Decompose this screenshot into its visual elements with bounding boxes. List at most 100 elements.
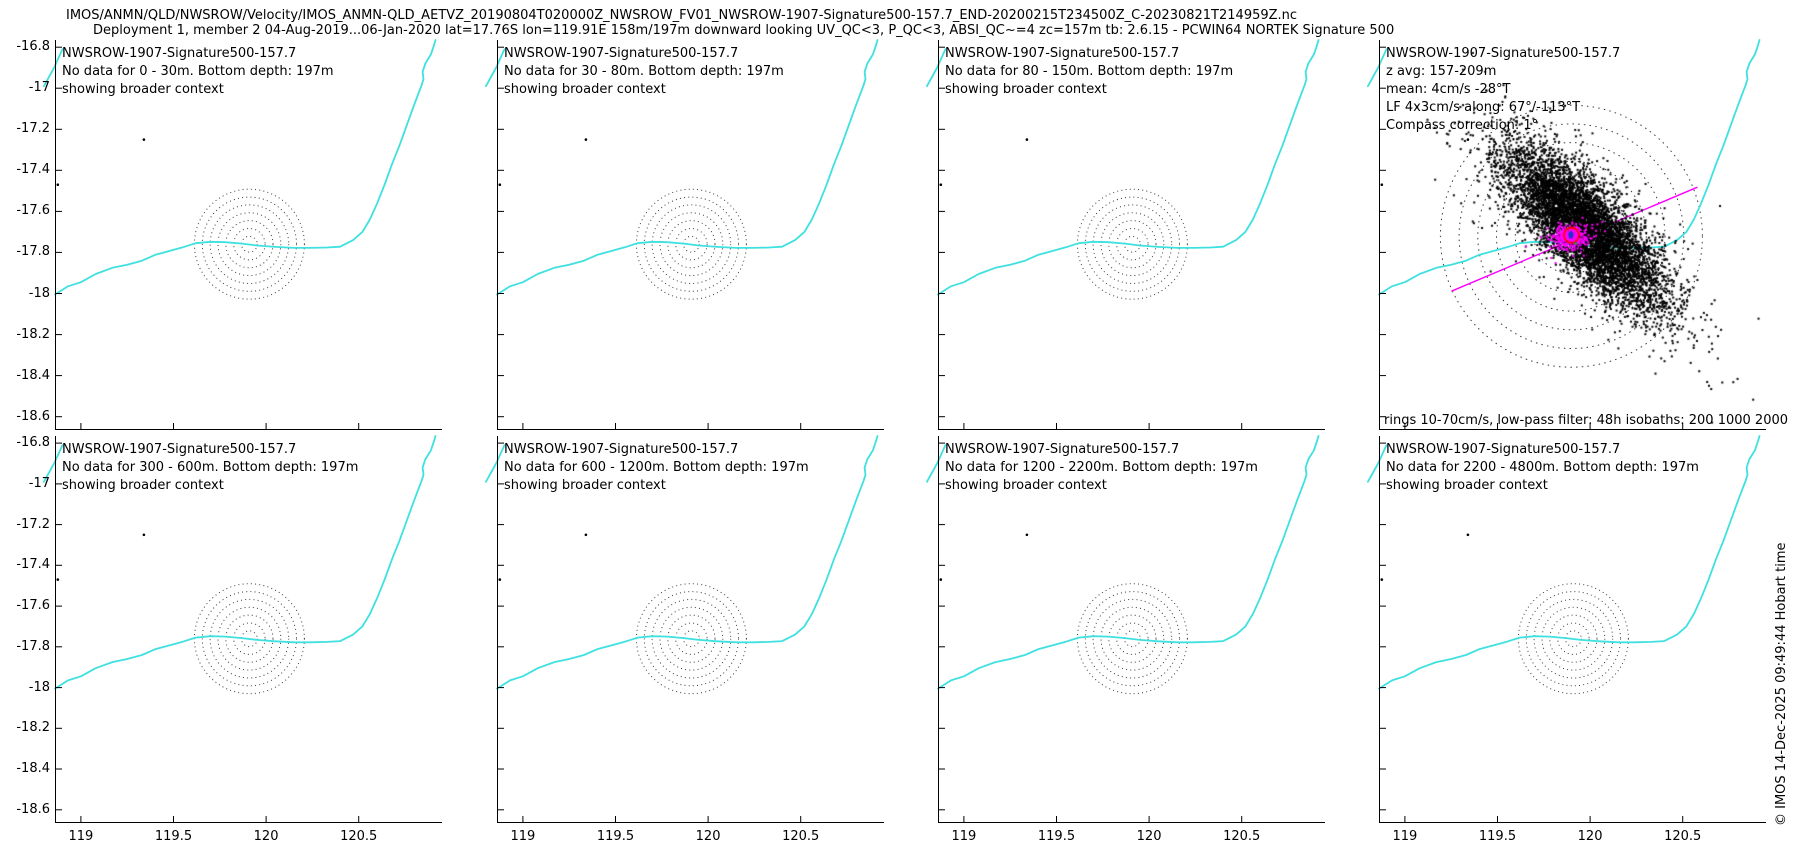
coastline	[937, 435, 1320, 690]
y-tick-label: -17.4	[16, 557, 50, 573]
velocity-ring	[1100, 212, 1165, 277]
x-tick-label: 120.5	[1223, 829, 1261, 844]
velocity-ring	[1084, 591, 1180, 687]
coastline	[1378, 435, 1761, 690]
isobath-dot	[1466, 533, 1470, 537]
y-tick-label: -18.2	[16, 326, 50, 342]
panel-note: showing broader context	[62, 478, 224, 493]
velocity-ring	[1108, 220, 1157, 269]
velocity-ring	[667, 220, 716, 269]
panel-note: showing broader context	[945, 478, 1107, 493]
subplot-depth-0-30m: NWSROW-1907-Signature500-157.7 No data fo…	[42, 39, 442, 430]
y-tick-label: -17	[28, 475, 50, 491]
velocity-ring	[209, 204, 290, 284]
y-tick-label: -17.2	[16, 121, 50, 137]
velocity-ring	[659, 212, 724, 277]
panel-title: NWSROW-1907-Signature500-157.7	[1386, 442, 1620, 457]
y-tick-label: -18.2	[16, 720, 50, 736]
coastline	[496, 435, 879, 690]
x-tick-label: 119.5	[154, 829, 193, 844]
velocity-ring	[1541, 606, 1606, 671]
x-tick-label: 120	[1136, 829, 1162, 844]
coastline	[54, 435, 437, 690]
y-tick-label: -17.2	[16, 516, 50, 532]
coastline-nw-segment	[1366, 444, 1388, 483]
isobath-dot	[498, 578, 502, 581]
panel-subtitle: No data for 600 - 1200m. Bottom depth: 1…	[504, 460, 809, 475]
isobath-dot	[1025, 138, 1029, 141]
velocity-ring	[233, 622, 266, 655]
panel-title: NWSROW-1907-Signature500-157.7	[504, 46, 738, 61]
isobath-dot	[1380, 578, 1384, 581]
panel-subtitle: No data for 2200 - 4800m. Bottom depth: …	[1386, 460, 1699, 475]
subplot-depth-600-1200m: NWSROW-1907-Signature500-157.7 No data fo…	[484, 435, 884, 823]
velocity-ring	[1124, 235, 1141, 253]
figure-title-line1: IMOS/ANMN/QLD/NWSROW/Velocity/IMOS_ANMN-…	[66, 8, 1298, 23]
coastline-nw-segment	[484, 48, 506, 88]
y-tick-label: -18	[28, 285, 50, 301]
x-tick-label: 119	[1392, 829, 1418, 844]
coastline	[54, 39, 437, 296]
panel-note: showing broader context	[62, 82, 224, 97]
y-tick-label: -18.4	[16, 761, 50, 777]
y-tick-label: -17	[28, 80, 50, 96]
velocity-ring	[651, 204, 732, 284]
subplot-depth-300-600m: NWSROW-1907-Signature500-157.7 No data fo…	[42, 435, 442, 823]
velocity-ring	[1084, 196, 1180, 292]
velocity-ring	[1116, 228, 1149, 261]
y-tick-label: -16.8	[16, 435, 50, 451]
velocity-ring	[1092, 204, 1173, 284]
subplot-depth-2200-4800m: NWSROW-1907-Signature500-157.7 No data fo…	[1366, 435, 1766, 823]
velocity-ring	[225, 220, 274, 269]
velocity-ring	[217, 212, 282, 277]
velocity-ring	[1116, 622, 1149, 655]
isobath-dot	[584, 533, 588, 537]
velocity-ring	[659, 606, 724, 671]
panel-subtitle: No data for 80 - 150m. Bottom depth: 197…	[945, 64, 1233, 79]
x-tick-label: 119.5	[596, 829, 635, 844]
velocity-ring	[1124, 630, 1141, 648]
y-tick-label: -17.8	[16, 244, 50, 260]
velocity-scatter-cloud	[1379, 40, 1766, 430]
panel-note: showing broader context	[504, 478, 666, 493]
velocity-ring	[683, 630, 700, 648]
isobath-dot	[142, 533, 146, 537]
isobath-dot	[498, 183, 502, 186]
coastline-nw-segment	[925, 48, 947, 88]
coastline-nw-segment	[925, 444, 947, 483]
velocity-ring	[643, 196, 739, 292]
velocity-ring	[1525, 591, 1621, 687]
figure-title-line2: Deployment 1, member 2 04-Aug-2019...06-…	[93, 23, 1395, 38]
isobath-dot	[142, 138, 146, 141]
velocity-ring	[667, 614, 716, 663]
subplot-depth-30-80m: NWSROW-1907-Signature500-157.7 No data fo…	[484, 39, 884, 430]
velocity-ring	[651, 598, 732, 679]
subplot-depth-1200-2200m: NWSROW-1907-Signature500-157.7 No data fo…	[925, 435, 1325, 823]
y-tick-label: -17.6	[16, 203, 50, 219]
velocity-ring	[1549, 614, 1598, 663]
velocity-ring	[675, 622, 708, 655]
panel-subtitle: No data for 0 - 30m. Bottom depth: 197m	[62, 64, 334, 79]
y-tick-label: -17.6	[16, 598, 50, 614]
velocity-ring	[241, 630, 258, 648]
y-tick-label: -18.4	[16, 367, 50, 383]
coastline-nw-segment	[42, 444, 64, 483]
panel-title: NWSROW-1907-Signature500-157.7	[62, 442, 296, 457]
velocity-ring	[1100, 606, 1165, 671]
velocity-ring	[1533, 598, 1614, 679]
velocity-ring	[675, 228, 708, 261]
velocity-ring	[1108, 614, 1157, 663]
velocity-ring	[201, 591, 297, 687]
y-tick-label: -18.6	[16, 408, 50, 424]
y-tick-label: -17.4	[16, 162, 50, 178]
imos-watermark: © IMOS 14-Dec-2025 09:49:44 Hobart time	[1774, 542, 1789, 826]
subplot-velocity-pca: NWSROW-1907-Signature500-157.7z avg: 157…	[1366, 39, 1788, 430]
isobath-dot	[584, 138, 588, 141]
x-tick-label: 119	[510, 829, 536, 844]
velocity-ring	[643, 591, 739, 687]
panel-note: showing broader context	[1386, 478, 1548, 493]
panel-title: NWSROW-1907-Signature500-157.7	[62, 46, 296, 61]
panel-title: NWSROW-1907-Signature500-157.7	[945, 46, 1179, 61]
panel-subtitle: No data for 30 - 80m. Bottom depth: 197m	[504, 64, 784, 79]
velocity-ring	[201, 196, 297, 292]
